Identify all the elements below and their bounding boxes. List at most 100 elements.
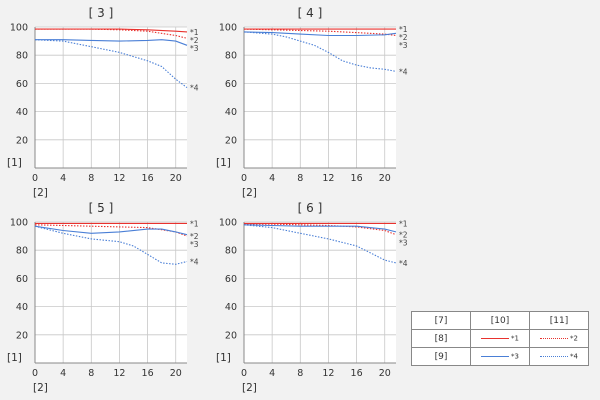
chart-title: [ 6 ]	[298, 201, 323, 215]
x-axis-label: [2]	[33, 382, 48, 394]
series-end-label: *2	[399, 231, 408, 240]
y-tick-label: 20	[16, 330, 28, 341]
legend-header-col1: [10]	[470, 311, 530, 330]
x-tick-label: 0	[32, 173, 38, 184]
x-axis-label: [2]	[33, 187, 48, 199]
y-tick-label: 80	[16, 51, 28, 62]
legend-row-2: [9] *3 *4	[411, 347, 589, 366]
series-line-n4	[243, 31, 397, 72]
series-line-n4	[34, 39, 188, 89]
x-tick-label: 16	[142, 173, 154, 184]
x-tick-label: 20	[170, 173, 182, 184]
y-axis-label: [1]	[216, 352, 231, 364]
series-end-label: *2	[190, 36, 199, 45]
series-end-label: *3	[190, 240, 199, 249]
legend-row1-label: [8]	[411, 329, 471, 348]
legend-row-1: [8] *1 *2	[411, 329, 589, 348]
x-tick-label: 0	[241, 368, 247, 379]
x-tick-label: 16	[351, 368, 363, 379]
y-tick-label: 80	[225, 246, 237, 257]
plot-area	[35, 27, 187, 168]
x-tick-label: 4	[269, 173, 275, 184]
series-end-label: *3	[190, 44, 199, 53]
series-line-n2	[243, 28, 397, 37]
series-line-n3	[34, 225, 188, 236]
chart-title: [ 4 ]	[298, 6, 323, 20]
series-end-label: *1	[399, 25, 408, 34]
series-line-n2	[35, 28, 188, 39]
series-end-label: *4	[190, 84, 199, 93]
legend-header-row: [7] [10] [11]	[411, 311, 589, 330]
legend-r2c2: *4	[529, 347, 589, 366]
legend-row2-label: [9]	[411, 347, 471, 366]
y-tick-label: 60	[225, 79, 237, 90]
chart-panel-3: 20 40 60 80 100 0 4 8 12 16 20 [ 5 ] [1] [2] *1 *2*3 *4	[7, 201, 199, 394]
y-tick-label: 20	[225, 135, 237, 146]
x-tick-label: 8	[88, 173, 94, 184]
x-tick-label: 20	[379, 368, 391, 379]
series-line-n3	[35, 39, 188, 46]
series-end-label: *4	[399, 259, 408, 268]
x-tick-label: 20	[379, 173, 391, 184]
y-tick-label: 80	[16, 246, 28, 257]
x-tick-label: 4	[269, 368, 275, 379]
series-end-label: *4	[190, 257, 199, 266]
x-tick-label: 16	[351, 173, 363, 184]
series-line-n4	[243, 224, 397, 264]
x-tick-label: 8	[297, 173, 303, 184]
series-end-label: *1	[190, 28, 199, 37]
legend-r1c2-label: *2	[570, 334, 578, 342]
series-end-label: *3	[399, 239, 408, 248]
chart-title: [ 3 ]	[89, 6, 114, 20]
plot-area	[244, 27, 396, 168]
legend-header-col2: [11]	[529, 311, 589, 330]
y-tick-label: 100	[10, 218, 28, 229]
x-tick-label: 20	[170, 368, 182, 379]
series-line-n3	[243, 31, 397, 37]
chart-panel-2: 20 40 60 80 100 0 4 8 12 16 20 [ 4 ] [1] [2] *1*2*3 *4	[216, 6, 408, 199]
x-axis-label: [2]	[242, 187, 257, 199]
y-axis-label: [1]	[7, 157, 22, 169]
plot-area	[244, 222, 396, 363]
legend-r1c1-label: *1	[511, 334, 519, 342]
y-tick-label: 60	[16, 274, 28, 285]
y-tick-label: 20	[16, 135, 28, 146]
x-tick-label: 8	[297, 368, 303, 379]
y-tick-label: 20	[225, 330, 237, 341]
x-tick-label: 12	[322, 173, 334, 184]
y-axis-label: [1]	[216, 157, 231, 169]
x-tick-label: 0	[241, 173, 247, 184]
series-line-n2	[244, 223, 397, 236]
y-tick-label: 60	[16, 79, 28, 90]
legend-r2c1: *3	[470, 347, 530, 366]
x-tick-label: 16	[142, 368, 154, 379]
series-end-label: *1	[399, 219, 408, 228]
legend-table: [7] [10] [11] [8] *1 *2 [9] *3 *4	[411, 311, 589, 366]
x-tick-label: 12	[113, 368, 125, 379]
y-tick-label: 100	[219, 218, 237, 229]
y-tick-label: 100	[219, 23, 237, 34]
y-tick-label: 40	[225, 302, 237, 313]
series-end-label: *2	[399, 33, 408, 42]
series-end-label: *4	[399, 67, 408, 76]
legend-r1c1: *1	[470, 329, 530, 348]
x-tick-label: 12	[113, 173, 125, 184]
x-tick-label: 4	[60, 368, 66, 379]
series-end-label: *3	[399, 41, 408, 50]
legend-solid-blue-swatch	[481, 355, 510, 357]
legend-solid-red-swatch	[481, 337, 510, 339]
chart-title: [ 5 ]	[89, 201, 114, 215]
y-axis-label: [1]	[7, 352, 22, 364]
series-end-label: *2	[190, 232, 199, 241]
y-tick-label: 60	[225, 274, 237, 285]
y-tick-label: 40	[225, 107, 237, 118]
x-tick-label: 8	[88, 368, 94, 379]
series-end-label: *1	[190, 219, 199, 228]
y-tick-label: 40	[16, 107, 28, 118]
chart-panel-4: 20 40 60 80 100 0 4 8 12 16 20 [ 6 ] [1] [2] *1 *2*3 *4	[216, 201, 408, 394]
legend-dotted-blue-swatch	[540, 355, 569, 357]
legend-header-corner: [7]	[411, 311, 471, 330]
x-tick-label: 12	[322, 368, 334, 379]
x-axis-label: [2]	[242, 382, 257, 394]
